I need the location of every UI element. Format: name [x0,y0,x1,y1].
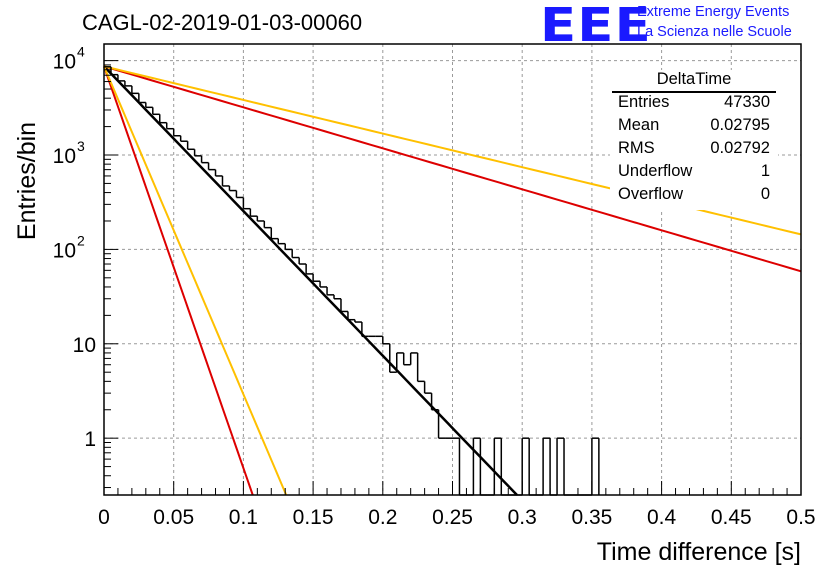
y-axis-label: Entries/bin [13,122,41,240]
stats-key: RMS [618,139,655,157]
eee-logo: EEE [540,0,652,52]
stats-row-mean: Mean 0.02795 [618,116,770,138]
logo-line-1: Extreme Energy Events [637,4,790,20]
stats-value: 0 [760,185,770,203]
stats-value: 1 [760,162,770,180]
stats-key: Underflow [618,162,693,180]
x-tick-label: 0 [98,506,110,529]
stats-value: 0.02795 [710,116,770,134]
stats-title: DeltaTime [656,70,732,88]
stats-value: 47330 [724,93,770,111]
stats-row-rms: RMS 0.02792 [618,139,770,161]
stats-row-overflow: Overflow 0 [618,185,770,207]
stats-key: Overflow [618,185,684,203]
x-tick-label: 0.25 [432,506,473,529]
y-tick-label: 10 [53,145,76,168]
x-tick-labels: 0 0.05 0.1 0.15 0.2 0.25 0.3 0.35 0.4 0.45 0.5 [98,506,815,529]
stats-key: Mean [618,116,660,134]
y-tick-label: 10 [53,51,76,74]
x-tick-label: 0.05 [153,506,194,529]
x-axis-label: Time difference [s] [597,538,801,566]
x-tick-label: 0.1 [229,506,258,529]
x-tick-label: 0.45 [711,506,752,529]
fit-curve [103,65,518,496]
reference-curve [103,66,254,496]
reference-curve [103,65,802,273]
stats-row-entries: Entries 47330 [618,93,770,115]
stats-divider [612,91,776,93]
run-title: CAGL-02-2019-01-03-00060 [82,10,363,35]
y-tick-exponent: 4 [77,44,85,60]
y-tick-exponent: 3 [77,138,85,154]
y-tick-label: 10 [73,334,96,357]
x-tick-label: 0.4 [647,506,677,529]
y-tick-label: 10 [53,239,76,262]
y-tick-label: 1 [84,428,96,451]
x-tick-label: 0.35 [571,506,612,529]
x-tick-label: 0.15 [293,506,334,529]
x-tick-label: 0.5 [786,506,815,529]
reference-curve [103,65,288,496]
x-tick-label: 0.2 [368,506,397,529]
x-tick-label: 0.3 [508,506,537,529]
logo-line-2: La Scienza nelle Scuole [637,24,792,40]
stats-row-underflow: Underflow 1 [618,162,770,184]
stats-key: Entries [618,93,670,111]
axis-ticks [103,60,802,495]
stats-box: DeltaTime Entries 47330 Mean 0.02795 RMS… [610,70,778,210]
y-tick-exponent: 2 [77,232,85,248]
stats-value: 0.02792 [710,139,770,157]
